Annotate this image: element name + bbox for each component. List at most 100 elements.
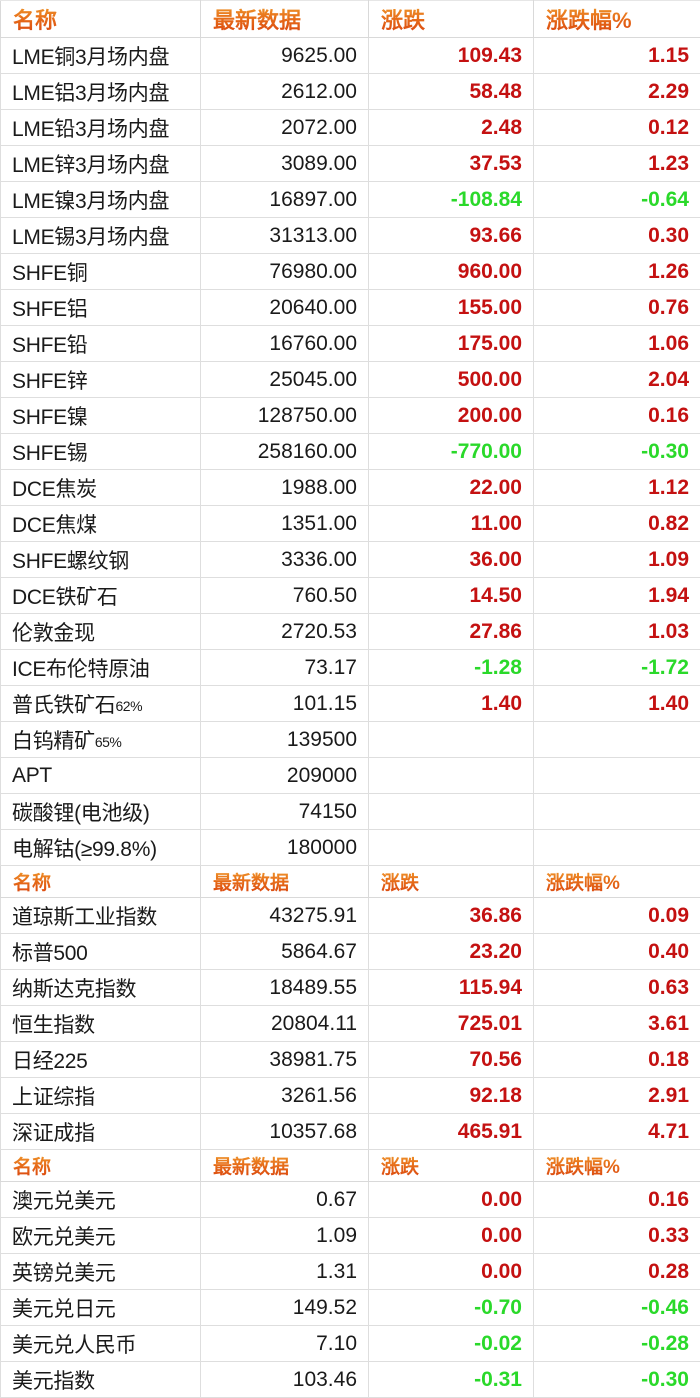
change-percent-value — [534, 722, 700, 758]
column-header-change[interactable]: 涨跌 — [369, 866, 534, 898]
change-percent-value: 1.40 — [534, 686, 700, 722]
table-row[interactable]: 碳酸锂(电池级)74150 — [1, 794, 700, 830]
last-price-value: 10357.68 — [201, 1114, 369, 1150]
last-price-value: 9625.00 — [201, 38, 369, 74]
change-value: 36.00 — [369, 542, 534, 578]
column-header-change-label: 涨跌 — [381, 3, 425, 35]
column-header-change[interactable]: 涨跌 — [369, 1, 534, 38]
change-percent-value: 0.76 — [534, 290, 700, 326]
last-price-value: 2720.53 — [201, 614, 369, 650]
table-row[interactable]: 电解钴(≥99.8%)180000 — [1, 830, 700, 866]
column-header-change[interactable]: 涨跌 — [369, 1150, 534, 1182]
change-value: -0.31 — [369, 1362, 534, 1398]
last-price-value: 31313.00 — [201, 218, 369, 254]
column-header-change-pct[interactable]: 涨跌幅% — [534, 1150, 700, 1182]
column-header-last[interactable]: 最新数据 — [201, 1, 369, 38]
last-price-value: 25045.00 — [201, 362, 369, 398]
instrument-name: SHFE铝 — [1, 290, 201, 326]
change-value: -0.02 — [369, 1326, 534, 1362]
instrument-name: SHFE锌 — [1, 362, 201, 398]
change-value: 2.48 — [369, 110, 534, 146]
column-header-change-pct[interactable]: 涨跌幅% — [534, 1, 700, 38]
change-value: 175.00 — [369, 326, 534, 362]
column-header-name[interactable]: 名称 — [1, 866, 201, 898]
last-price-value: 209000 — [201, 758, 369, 794]
change-percent-value: -1.72 — [534, 650, 700, 686]
instrument-name: LME锡3月场内盘 — [1, 218, 201, 254]
last-price-value: 103.46 — [201, 1362, 369, 1398]
table-row[interactable]: 白钨精矿65%139500 — [1, 722, 700, 758]
change-value: -0.70 — [369, 1290, 534, 1326]
last-price-value: 38981.75 — [201, 1042, 369, 1078]
column-header-name[interactable]: 名称 — [1, 1, 201, 38]
change-percent-value: 0.12 — [534, 110, 700, 146]
column-header-last[interactable]: 最新数据 — [201, 866, 369, 898]
change-percent-value: 0.40 — [534, 934, 700, 970]
instrument-name: LME锌3月场内盘 — [1, 146, 201, 182]
change-value — [369, 758, 534, 794]
change-percent-value — [534, 830, 700, 866]
instrument-name: 伦敦金现 — [1, 614, 201, 650]
last-price-value: 20640.00 — [201, 290, 369, 326]
last-price-value: 128750.00 — [201, 398, 369, 434]
change-value: 11.00 — [369, 506, 534, 542]
last-price-value: 73.17 — [201, 650, 369, 686]
change-percent-value: -0.64 — [534, 182, 700, 218]
last-price-value: 76980.00 — [201, 254, 369, 290]
column-header-change-pct[interactable]: 涨跌幅% — [534, 866, 700, 898]
change-percent-value — [534, 794, 700, 830]
column-header-name[interactable]: 名称 — [1, 1150, 201, 1182]
instrument-name: 白钨精矿65% — [1, 722, 201, 758]
change-value: 200.00 — [369, 398, 534, 434]
instrument-name: 美元兑日元 — [1, 1290, 201, 1326]
column-header-last-label: 最新数据 — [213, 1152, 289, 1179]
change-value: 0.00 — [369, 1182, 534, 1218]
change-value: 23.20 — [369, 934, 534, 970]
instrument-name: 道琼斯工业指数 — [1, 898, 201, 934]
last-price-value: 20804.11 — [201, 1006, 369, 1042]
instrument-name: 电解钴(≥99.8%) — [1, 830, 201, 866]
change-value: 1.40 — [369, 686, 534, 722]
change-percent-value: 1.06 — [534, 326, 700, 362]
change-value — [369, 722, 534, 758]
column-header-change-pct-label: 涨跌幅% — [546, 868, 620, 895]
last-price-value: 180000 — [201, 830, 369, 866]
last-price-value: 149.52 — [201, 1290, 369, 1326]
column-header-last[interactable]: 最新数据 — [201, 1150, 369, 1182]
